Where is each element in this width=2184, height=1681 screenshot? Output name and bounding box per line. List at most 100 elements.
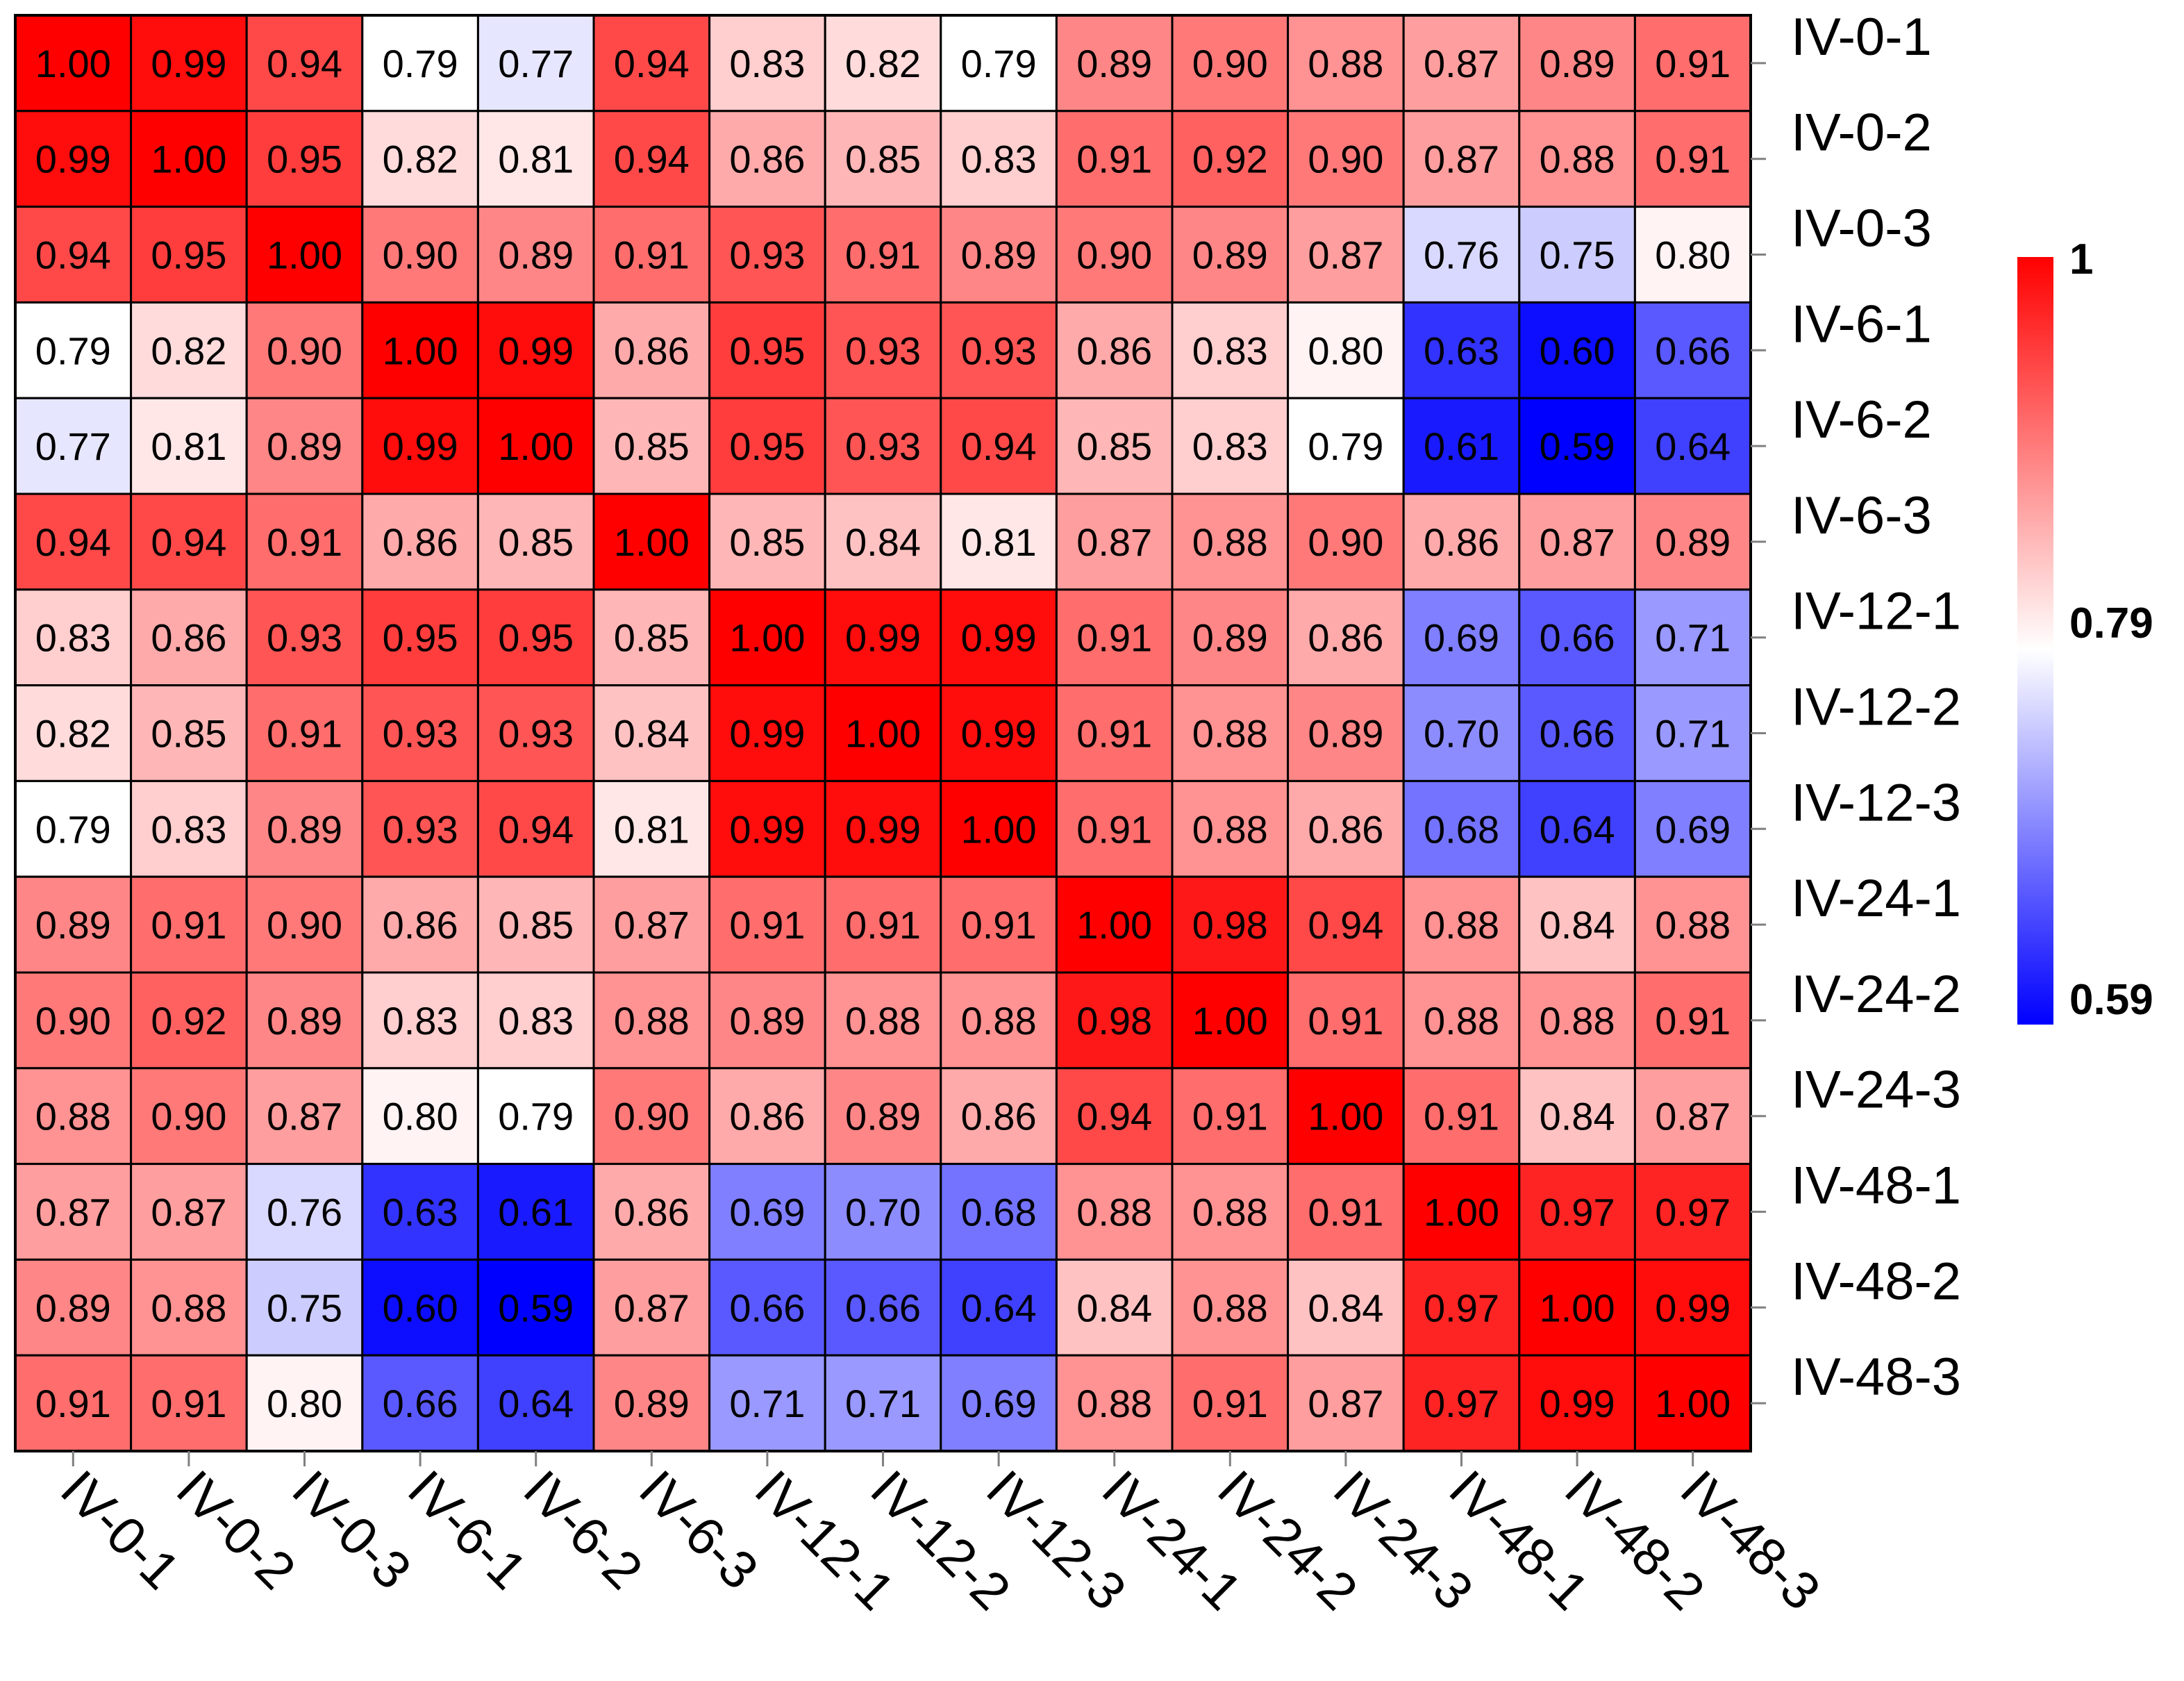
heatmap-cell-value: 0.91: [1076, 807, 1152, 851]
heatmap-cell-value: 0.91: [267, 712, 342, 756]
heatmap-cell-value: 0.69: [961, 1382, 1037, 1425]
color-scale-mid-label: 0.79: [2069, 599, 2153, 647]
heatmap-cell: [245, 1163, 364, 1261]
heatmap-cell: [476, 684, 595, 782]
heatmap-cell-value: 0.93: [267, 616, 342, 660]
heatmap-cell-value: 0.89: [1192, 233, 1268, 277]
heatmap-cell-value: 0.85: [729, 520, 805, 564]
heatmap-cell: [1402, 492, 1521, 591]
heatmap-cell-value: 0.90: [1192, 42, 1268, 85]
row-label: IV-12-1: [1791, 582, 1961, 641]
heatmap-cell: [708, 1067, 826, 1166]
heatmap-cell-value: 0.89: [845, 1095, 921, 1138]
heatmap-cell-value: 0.99: [845, 616, 921, 660]
heatmap-cell-value: 0.82: [383, 138, 458, 181]
heatmap-cell-value: 0.76: [267, 1191, 342, 1234]
heatmap-cell: [1518, 492, 1636, 591]
heatmap-cell-value: 0.81: [151, 424, 226, 468]
heatmap-cell-value: 0.89: [35, 1286, 111, 1330]
heatmap-cell-value: 0.99: [151, 42, 226, 85]
heatmap-cell-value: 0.66: [1540, 712, 1615, 756]
heatmap-cell: [1402, 875, 1521, 974]
heatmap-cell: [14, 1354, 133, 1452]
heatmap-cell: [940, 1354, 1058, 1452]
heatmap-cell-value: 0.68: [1424, 807, 1499, 851]
heatmap-cell-value: 0.87: [267, 1095, 342, 1138]
heatmap-cell: [824, 779, 942, 878]
heatmap-cell-value: 0.92: [151, 999, 226, 1043]
color-scale-bar: [2017, 257, 2053, 1025]
heatmap-cell: [708, 110, 826, 208]
heatmap-cell-value: 0.82: [35, 712, 111, 756]
heatmap-cell-value: 1.00: [614, 520, 690, 564]
heatmap-cell-value: 0.88: [1192, 1286, 1268, 1330]
heatmap-cell-value: 0.71: [729, 1382, 805, 1425]
heatmap-cell: [361, 110, 479, 208]
heatmap-cell: [130, 1354, 248, 1452]
heatmap-cell-value: 0.63: [1424, 329, 1499, 372]
heatmap-cell: [130, 110, 248, 208]
heatmap-cell: [1518, 779, 1636, 878]
heatmap-cell-value: 0.59: [498, 1286, 574, 1330]
heatmap-cell: [14, 492, 133, 591]
heatmap-cell-value: 0.88: [1076, 1382, 1152, 1425]
heatmap-cell: [245, 110, 364, 208]
heatmap-cell-value: 0.79: [1308, 424, 1383, 468]
heatmap-cell-value: 0.87: [1655, 1095, 1731, 1138]
heatmap-cell: [1633, 779, 1752, 878]
heatmap-cell-value: 0.94: [498, 807, 574, 851]
heatmap-cell: [940, 588, 1058, 687]
heatmap-cell: [1055, 492, 1174, 591]
heatmap-cell: [824, 1163, 942, 1261]
row-label: IV-6-1: [1791, 295, 1932, 354]
heatmap-cell-value: 0.86: [729, 138, 805, 181]
heatmap-cell-value: 0.87: [1424, 138, 1499, 181]
row-label: IV-0-1: [1791, 8, 1932, 67]
heatmap-cell: [476, 971, 595, 1070]
heatmap-cell-value: 0.88: [1076, 1191, 1152, 1234]
heatmap-cell: [824, 1067, 942, 1166]
heatmap-cell: [361, 1258, 479, 1357]
heatmap-cell: [1402, 110, 1521, 208]
heatmap-cell-value: 0.91: [845, 233, 921, 277]
heatmap-cell-value: 0.88: [1424, 903, 1499, 947]
heatmap-cell-value: 0.86: [383, 903, 458, 947]
heatmap-cell: [592, 1354, 711, 1452]
heatmap-cell: [708, 1258, 826, 1357]
heatmap-cell: [14, 1067, 133, 1166]
column-labels: IV-0-1IV-0-2IV-0-3IV-6-1IV-6-2IV-6-3IV-1…: [49, 1451, 1831, 1621]
heatmap-cell-value: 0.91: [151, 1382, 226, 1425]
heatmap-cell: [1402, 1163, 1521, 1261]
heatmap-cell: [1402, 206, 1521, 304]
row-label: IV-24-3: [1791, 1061, 1961, 1120]
heatmap-cell-value: 0.86: [614, 1191, 690, 1234]
heatmap-cell-value: 0.61: [1424, 424, 1499, 468]
heatmap-cell: [1633, 588, 1752, 687]
heatmap-cell-value: 0.84: [1308, 1286, 1383, 1330]
heatmap-cell-value: 0.87: [614, 1286, 690, 1330]
heatmap-cell-value: 0.94: [35, 233, 111, 277]
heatmap-cell: [708, 206, 826, 304]
heatmap-cell-value: 1.00: [1308, 1095, 1383, 1138]
heatmap-cell-value: 0.97: [1540, 1191, 1615, 1234]
heatmap-cell-value: 0.89: [729, 999, 805, 1043]
heatmap-cells: 1.00 0.99 0.94 0.79 0.77 0.94 0.83 0.82 0.79 0.89…: [14, 14, 1752, 1452]
heatmap-cell: [245, 492, 364, 591]
heatmap-cell-value: 0.91: [1192, 1095, 1268, 1138]
heatmap-cell-value: 0.97: [1424, 1382, 1499, 1425]
heatmap-cell-value: 0.70: [1424, 712, 1499, 756]
heatmap-cell: [1633, 206, 1752, 304]
heatmap-cell-value: 0.91: [729, 903, 805, 947]
heatmap-cell: [130, 684, 248, 782]
heatmap-cell: [940, 492, 1058, 591]
heatmap-cell-value: 0.59: [1540, 424, 1615, 468]
heatmap-cell: [940, 779, 1058, 878]
heatmap-cell: [824, 301, 942, 399]
heatmap-cell: [1633, 684, 1752, 782]
heatmap-cell-value: 0.89: [35, 903, 111, 947]
heatmap-cell-value: 0.98: [1076, 999, 1152, 1043]
heatmap-cell: [1287, 1354, 1405, 1452]
heatmap-cell-value: 0.90: [1308, 138, 1383, 181]
heatmap-cell-value: 0.94: [1308, 903, 1383, 947]
heatmap-cell: [130, 971, 248, 1070]
